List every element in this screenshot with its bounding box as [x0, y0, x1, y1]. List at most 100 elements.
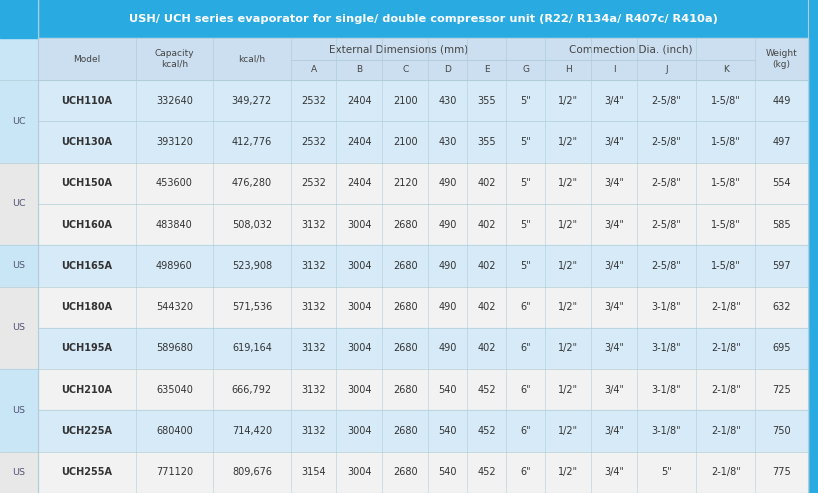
Text: 1/2": 1/2"	[558, 302, 578, 312]
Text: 2532: 2532	[301, 178, 326, 188]
Bar	[38, 121, 808, 163]
Text: C: C	[402, 66, 408, 74]
Text: 2-1/8": 2-1/8"	[711, 467, 740, 477]
Text: 6": 6"	[520, 467, 531, 477]
Text: 632: 632	[772, 302, 791, 312]
Text: 452: 452	[478, 385, 496, 395]
Text: 3004: 3004	[347, 261, 371, 271]
Text: Capacity
kcal/h: Capacity kcal/h	[155, 49, 194, 69]
Text: US: US	[12, 406, 25, 415]
Text: 412,776: 412,776	[231, 137, 272, 147]
Text: 544320: 544320	[156, 302, 193, 312]
Text: 508,032: 508,032	[231, 219, 272, 230]
Text: 490: 490	[438, 302, 456, 312]
Text: 3/4": 3/4"	[604, 137, 624, 147]
Text: 3132: 3132	[301, 302, 326, 312]
Text: 750: 750	[772, 426, 791, 436]
Text: 483840: 483840	[156, 219, 193, 230]
Text: 666,792: 666,792	[231, 385, 272, 395]
Text: 5": 5"	[520, 137, 531, 147]
Text: 1-5/8": 1-5/8"	[711, 261, 740, 271]
Text: US: US	[12, 468, 25, 477]
Text: 402: 402	[478, 344, 496, 353]
Text: K: K	[723, 66, 729, 74]
Text: 2680: 2680	[393, 302, 417, 312]
Text: 1-5/8": 1-5/8"	[711, 219, 740, 230]
Text: 3132: 3132	[301, 426, 326, 436]
Text: 5": 5"	[520, 219, 531, 230]
Text: UCH110A: UCH110A	[61, 96, 112, 106]
Text: 490: 490	[438, 261, 456, 271]
Text: 1/2": 1/2"	[558, 467, 578, 477]
Text: G: G	[522, 66, 529, 74]
Text: 3-1/8": 3-1/8"	[652, 344, 681, 353]
Text: 725: 725	[772, 385, 791, 395]
Text: 540: 540	[438, 426, 456, 436]
Text: 452: 452	[478, 426, 496, 436]
Text: 695: 695	[772, 344, 791, 353]
Text: 402: 402	[478, 178, 496, 188]
Text: UCH225A: UCH225A	[61, 426, 112, 436]
Text: 680400: 680400	[156, 426, 193, 436]
Bar	[38, 452, 808, 493]
Text: UCH165A: UCH165A	[61, 261, 112, 271]
Bar	[0, 0, 38, 80]
Text: 6": 6"	[520, 426, 531, 436]
Bar	[38, 286, 808, 328]
Text: 402: 402	[478, 302, 496, 312]
Text: 2-1/8": 2-1/8"	[711, 302, 740, 312]
Text: US: US	[12, 261, 25, 270]
Text: 1-5/8": 1-5/8"	[711, 96, 740, 106]
Text: 3154: 3154	[301, 467, 326, 477]
Text: 476,280: 476,280	[231, 178, 272, 188]
Text: 2-5/8": 2-5/8"	[652, 261, 681, 271]
Text: 6": 6"	[520, 344, 531, 353]
Text: 2532: 2532	[301, 137, 326, 147]
Text: 2404: 2404	[347, 178, 371, 188]
Text: UCH195A: UCH195A	[61, 344, 112, 353]
Text: 5": 5"	[661, 467, 672, 477]
Text: 619,164: 619,164	[232, 344, 272, 353]
Text: 775: 775	[772, 467, 791, 477]
Text: 3/4": 3/4"	[604, 385, 624, 395]
Text: 3004: 3004	[347, 344, 371, 353]
Text: 771120: 771120	[156, 467, 193, 477]
Text: 402: 402	[478, 219, 496, 230]
Bar	[0, 0, 38, 38]
Text: 430: 430	[438, 96, 456, 106]
Text: 1/2": 1/2"	[558, 178, 578, 188]
Text: 1/2": 1/2"	[558, 96, 578, 106]
Text: 430: 430	[438, 137, 456, 147]
Text: 453600: 453600	[156, 178, 193, 188]
Text: 3004: 3004	[347, 426, 371, 436]
Text: 402: 402	[478, 261, 496, 271]
Text: A: A	[311, 66, 317, 74]
Text: UC: UC	[12, 199, 26, 209]
Text: 571,536: 571,536	[231, 302, 272, 312]
Text: Weight
(kg): Weight (kg)	[766, 49, 798, 69]
Text: UCH150A: UCH150A	[61, 178, 112, 188]
Text: 2404: 2404	[347, 137, 371, 147]
Text: 540: 540	[438, 467, 456, 477]
Text: 3004: 3004	[347, 219, 371, 230]
Text: 490: 490	[438, 344, 456, 353]
Text: 6": 6"	[520, 385, 531, 395]
Text: UCH210A: UCH210A	[61, 385, 112, 395]
Bar	[38, 328, 808, 369]
Text: I: I	[613, 66, 615, 74]
Bar	[38, 0, 808, 38]
Text: 355: 355	[478, 96, 496, 106]
Text: 3/4": 3/4"	[604, 219, 624, 230]
Text: 523,908: 523,908	[231, 261, 272, 271]
Text: UC: UC	[12, 117, 26, 126]
Text: 2680: 2680	[393, 467, 417, 477]
Text: USH/ UCH series evaporator for single/ double compressor unit (R22/ R134a/ R407c: USH/ UCH series evaporator for single/ d…	[128, 14, 717, 24]
Text: 1/2": 1/2"	[558, 137, 578, 147]
Text: 2532: 2532	[301, 96, 326, 106]
Text: 635040: 635040	[156, 385, 193, 395]
Text: 452: 452	[478, 467, 496, 477]
Text: 3/4": 3/4"	[604, 426, 624, 436]
Text: 3132: 3132	[301, 385, 326, 395]
Text: UCH160A: UCH160A	[61, 219, 112, 230]
Bar	[0, 452, 38, 493]
